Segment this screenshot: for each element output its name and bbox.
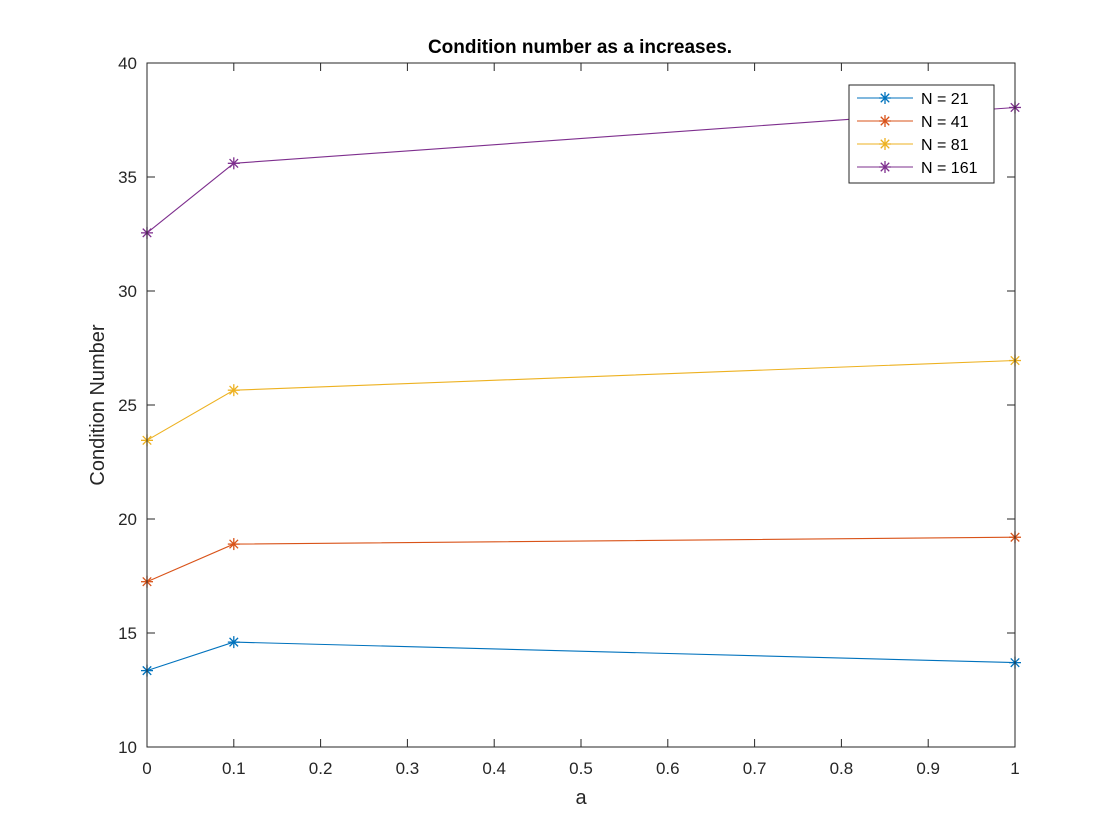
data-point bbox=[227, 636, 240, 649]
axes-box bbox=[146, 62, 1016, 748]
data-point bbox=[227, 384, 240, 397]
x-tick-label: 0.4 bbox=[482, 759, 506, 778]
legend-item: N = 21 bbox=[857, 91, 969, 108]
y-axis-label: Condition Number bbox=[87, 324, 109, 486]
x-tick-label: 0.2 bbox=[309, 759, 333, 778]
legend-item: N = 41 bbox=[857, 114, 969, 131]
x-tick-label: 1 bbox=[1010, 759, 1019, 778]
legend-item: N = 81 bbox=[857, 137, 969, 154]
legend-marker bbox=[879, 161, 891, 173]
x-tick-label: 0.5 bbox=[569, 759, 593, 778]
x-tick-label: 0 bbox=[142, 759, 151, 778]
series-2 bbox=[141, 531, 1021, 588]
legend-label: N = 81 bbox=[921, 137, 969, 154]
legend-label: N = 41 bbox=[921, 114, 969, 131]
data-point bbox=[227, 538, 240, 551]
y-tick-label: 35 bbox=[118, 168, 137, 187]
x-tick-label: 0.8 bbox=[830, 759, 854, 778]
x-axis-label: a bbox=[575, 787, 587, 809]
x-tick-label: 0.6 bbox=[656, 759, 680, 778]
y-tick-label: 15 bbox=[118, 624, 137, 643]
legend-label: N = 161 bbox=[921, 160, 978, 177]
x-tick-label: 0.3 bbox=[396, 759, 420, 778]
tick-labels: 0 0.1 0.2 0.3 0.4 0.5 0.6 0.7 0.8 0.9 1 10 15 20 25 30 3… bbox=[118, 54, 1020, 778]
legend-label: N = 21 bbox=[921, 91, 969, 108]
y-tick-label: 40 bbox=[118, 54, 137, 73]
legend-marker bbox=[879, 92, 891, 104]
legend-marker bbox=[879, 138, 891, 150]
data-point bbox=[227, 157, 240, 170]
x-tick-label: 0.1 bbox=[222, 759, 246, 778]
x-tick-label: 0.9 bbox=[916, 759, 940, 778]
y-tick-label: 10 bbox=[118, 738, 137, 757]
y-tick-label: 25 bbox=[118, 396, 137, 415]
chart-title: Condition number as a increases. bbox=[428, 37, 732, 58]
x-tick-label: 0.7 bbox=[743, 759, 767, 778]
y-tick-label: 20 bbox=[118, 510, 137, 529]
legend-item: N = 161 bbox=[857, 160, 978, 177]
legend-marker bbox=[879, 115, 891, 127]
series-layer bbox=[141, 101, 1021, 677]
y-tick-label: 30 bbox=[118, 282, 137, 301]
legend: N = 21 N = 41 N = 81 N = 161 bbox=[848, 84, 995, 184]
axis-ticks bbox=[146, 62, 1016, 748]
